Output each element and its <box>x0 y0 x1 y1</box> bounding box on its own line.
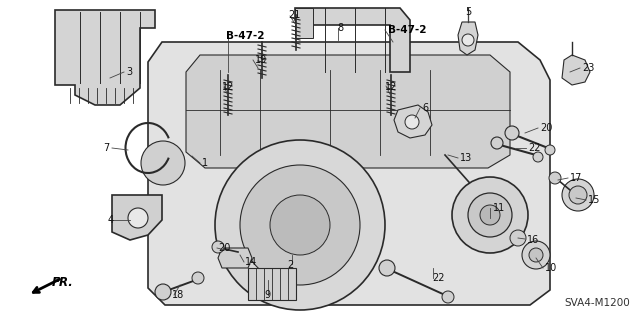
Text: B-47-2: B-47-2 <box>388 25 426 35</box>
Text: 3: 3 <box>126 67 132 77</box>
Circle shape <box>533 152 543 162</box>
Polygon shape <box>295 8 410 72</box>
Bar <box>248 268 296 300</box>
Text: 16: 16 <box>527 235 540 245</box>
Polygon shape <box>55 10 155 105</box>
Circle shape <box>379 260 395 276</box>
Circle shape <box>569 186 587 204</box>
Text: 14: 14 <box>245 257 257 267</box>
Text: 2: 2 <box>287 260 293 270</box>
Text: 6: 6 <box>422 103 428 113</box>
Circle shape <box>510 230 526 246</box>
Circle shape <box>452 177 528 253</box>
Circle shape <box>405 115 419 129</box>
Text: SVA4-M1200: SVA4-M1200 <box>564 298 630 308</box>
Text: 12: 12 <box>385 82 397 92</box>
Circle shape <box>462 34 474 46</box>
Circle shape <box>522 241 550 269</box>
Text: 20: 20 <box>218 243 230 253</box>
Circle shape <box>212 241 224 253</box>
Circle shape <box>215 140 385 310</box>
Circle shape <box>562 179 594 211</box>
Circle shape <box>155 284 171 300</box>
Circle shape <box>442 291 454 303</box>
Circle shape <box>468 193 512 237</box>
Polygon shape <box>148 42 550 305</box>
Text: 7: 7 <box>103 143 109 153</box>
Text: 19: 19 <box>255 55 268 65</box>
Text: 12: 12 <box>222 82 234 92</box>
Text: 20: 20 <box>540 123 552 133</box>
Circle shape <box>270 195 330 255</box>
Text: 17: 17 <box>570 173 582 183</box>
Circle shape <box>192 272 204 284</box>
Text: 22: 22 <box>432 273 445 283</box>
Circle shape <box>529 248 543 262</box>
Polygon shape <box>562 55 590 85</box>
Circle shape <box>549 172 561 184</box>
Text: 13: 13 <box>460 153 472 163</box>
Circle shape <box>480 205 500 225</box>
Text: 10: 10 <box>545 263 557 273</box>
Circle shape <box>545 145 555 155</box>
Text: 15: 15 <box>588 195 600 205</box>
Polygon shape <box>394 105 432 138</box>
Text: 18: 18 <box>172 290 184 300</box>
Text: FR.: FR. <box>52 276 74 288</box>
Polygon shape <box>458 22 478 55</box>
Polygon shape <box>295 8 313 38</box>
Polygon shape <box>112 195 162 240</box>
Polygon shape <box>218 248 252 268</box>
Circle shape <box>505 126 519 140</box>
Text: 5: 5 <box>465 7 471 17</box>
Polygon shape <box>186 55 510 168</box>
Text: 21: 21 <box>288 10 300 20</box>
Circle shape <box>128 208 148 228</box>
Circle shape <box>491 137 503 149</box>
Text: B-47-2: B-47-2 <box>226 31 264 41</box>
Text: 11: 11 <box>493 203 505 213</box>
Text: 22: 22 <box>528 143 541 153</box>
Text: 23: 23 <box>582 63 595 73</box>
Text: 4: 4 <box>108 215 114 225</box>
Circle shape <box>141 141 185 185</box>
Text: 9: 9 <box>264 290 270 300</box>
Circle shape <box>240 165 360 285</box>
Text: 8: 8 <box>337 23 343 33</box>
Text: 1: 1 <box>202 158 208 168</box>
